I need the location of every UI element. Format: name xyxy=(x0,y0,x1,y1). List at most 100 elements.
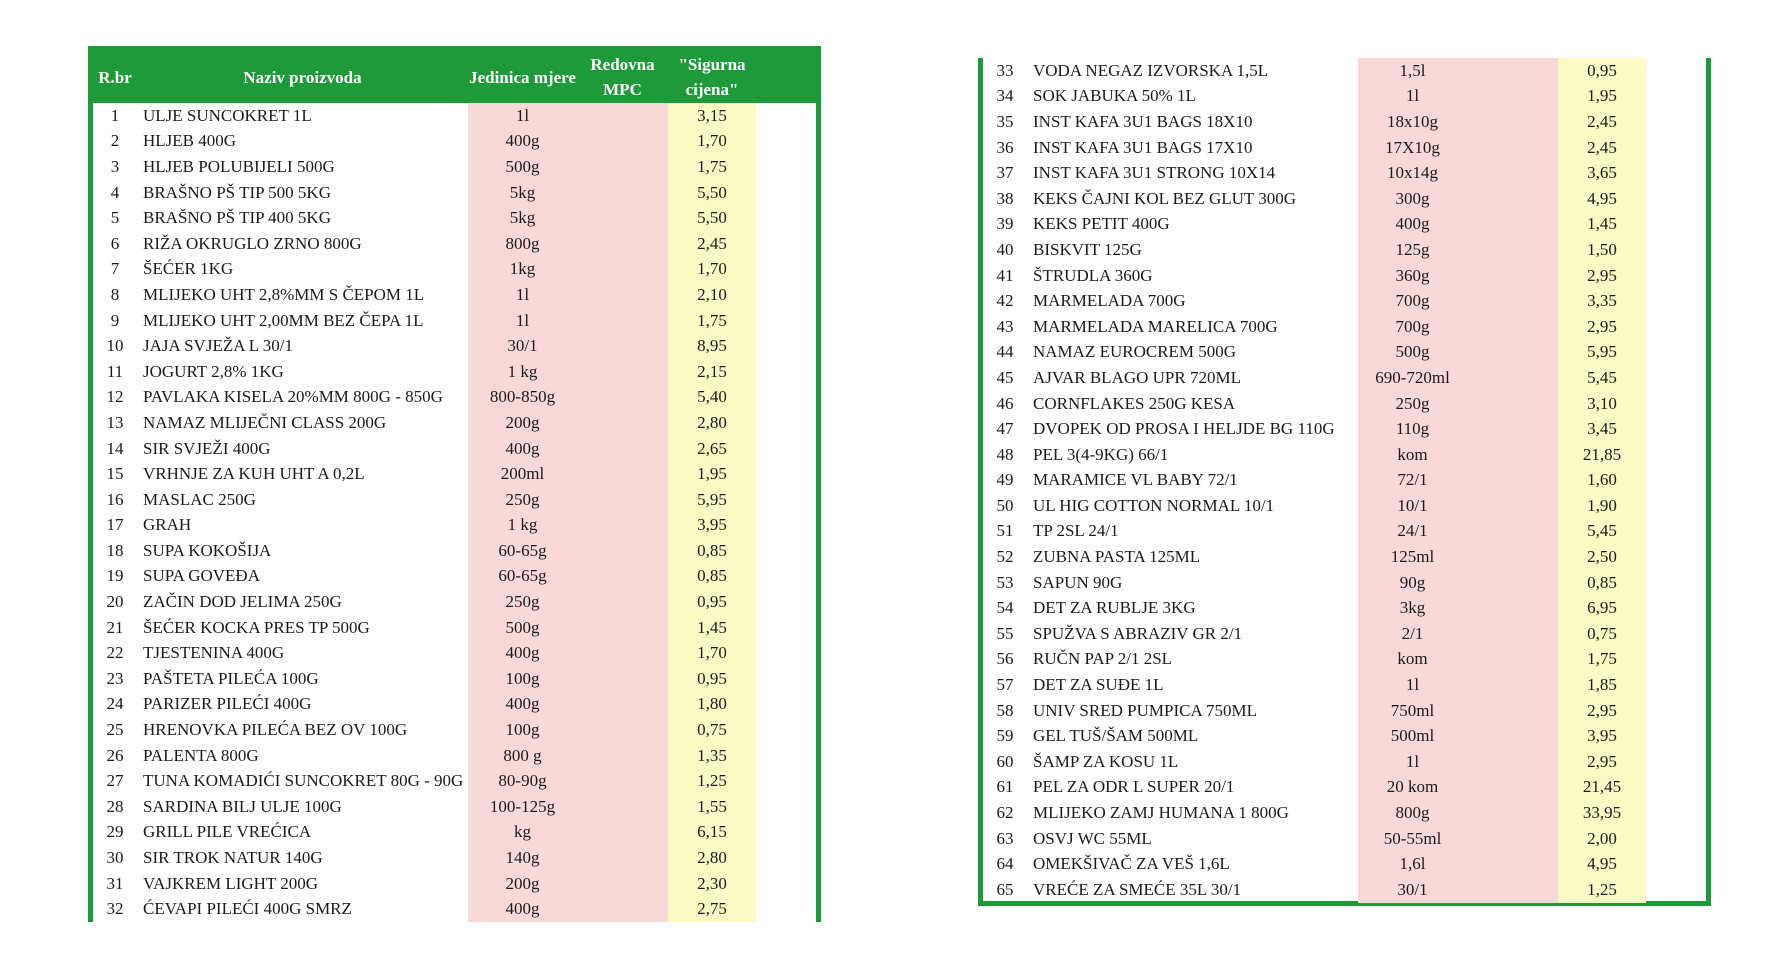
row-number: 37 xyxy=(996,163,1014,183)
unit-of-measure: 24/1 xyxy=(1358,518,1467,545)
regular-mpc xyxy=(577,563,668,590)
table-row: 3 HLJEB POLUBIJELI 500G 500g 1,75 xyxy=(93,154,816,180)
safe-price: 2,00 xyxy=(1558,825,1646,852)
safe-price: 2,15 xyxy=(668,358,756,385)
regular-mpc xyxy=(1467,672,1558,698)
regular-mpc xyxy=(577,358,668,385)
regular-mpc xyxy=(577,486,668,513)
row-number: 65 xyxy=(996,879,1014,899)
product-name: RIŽA OKRUGLO ZRNO 800G xyxy=(143,233,362,253)
table-row: 19 SUPA GOVEĐA 60-65g 0,85 xyxy=(93,563,816,590)
unit-of-measure: 1,6l xyxy=(1358,851,1467,877)
safe-price: 0,95 xyxy=(668,666,756,692)
safe-price: 1,25 xyxy=(1558,877,1646,903)
safe-price: 2,95 xyxy=(1558,749,1646,775)
regular-mpc xyxy=(1467,134,1558,161)
product-name: MASLAC 250G xyxy=(143,489,256,509)
row-number: 24 xyxy=(106,694,124,714)
table-row: 28 SARDINA BILJ ULJE 100G 100-125g 1,55 xyxy=(93,794,816,820)
safe-price: 4,95 xyxy=(1558,851,1646,877)
table-row: 10 JAJA SVJEŽA L 30/1 30/1 8,95 xyxy=(93,333,816,359)
unit-of-measure: 500g xyxy=(468,614,577,641)
product-name: PEL ZA ODR L SUPER 20/1 xyxy=(1033,777,1235,797)
table-header: R.br Naziv proizvoda Jedinica mjere Redo… xyxy=(93,51,816,103)
safe-price: 1,95 xyxy=(668,461,756,487)
table-row: 54 DET ZA RUBLJE 3KG 3kg 6,95 xyxy=(983,595,1706,622)
regular-mpc xyxy=(577,870,668,897)
row-number: 59 xyxy=(996,726,1014,746)
unit-of-measure: 50-55ml xyxy=(1358,825,1467,852)
safe-price: 1,55 xyxy=(668,794,756,820)
row-number: 12 xyxy=(106,387,124,407)
row-number: 19 xyxy=(106,566,124,586)
product-name: SUPA KOKOŠIJA xyxy=(143,540,272,560)
product-name: PAŠTETA PILEĆA 100G xyxy=(143,668,319,688)
unit-of-measure: 800 g xyxy=(468,742,577,769)
regular-mpc xyxy=(577,282,668,308)
table-row: 39 KEKS PETIT 400G 400g 1,45 xyxy=(983,211,1706,238)
row-number: 23 xyxy=(106,668,124,688)
safe-price: 5,95 xyxy=(1558,339,1646,366)
unit-of-measure: 110g xyxy=(1358,416,1467,442)
regular-mpc xyxy=(1467,211,1558,238)
table-row: 2 HLJEB 400G 400g 1,70 xyxy=(93,128,816,155)
table-row: 25 HRENOVKA PILEĆA BEZ OV 100G 100g 0,75 xyxy=(93,717,816,743)
safe-price: 2,95 xyxy=(1558,697,1646,724)
row-number: 54 xyxy=(996,598,1014,618)
row-number: 51 xyxy=(996,521,1014,541)
unit-of-measure: 3kg xyxy=(1358,595,1467,622)
table-row: 17 GRAH 1 kg 3,95 xyxy=(93,512,816,539)
unit-of-measure: 1 kg xyxy=(468,512,577,539)
table-row: 59 GEL TUŠ/ŠAM 500ML 500ml 3,95 xyxy=(983,723,1706,750)
table-row: 16 MASLAC 250G 250g 5,95 xyxy=(93,486,816,513)
table-row: 51 TP 2SL 24/1 24/1 5,45 xyxy=(983,518,1706,545)
safe-price: 3,95 xyxy=(668,512,756,539)
safe-price: 2,95 xyxy=(1558,313,1646,340)
safe-price: 3,10 xyxy=(1558,390,1646,417)
regular-mpc xyxy=(1467,467,1558,494)
unit-of-measure: 300g xyxy=(1358,185,1467,212)
table-row: 21 ŠEĆER KOCKA PRES TP 500G 500g 1,45 xyxy=(93,614,816,641)
safe-price: 2,45 xyxy=(1558,109,1646,135)
regular-mpc xyxy=(1467,544,1558,570)
regular-mpc xyxy=(1467,160,1558,186)
table-row: 65 VREĆE ZA SMEĆE 35L 30/1 30/1 1,25 xyxy=(983,877,1706,903)
product-name: ŠTRUDLA 360G xyxy=(1033,265,1153,285)
product-name: DVOPEK OD PROSA I HELJDE BG 110G xyxy=(1033,419,1335,439)
row-number: 26 xyxy=(106,745,124,765)
table-row: 44 NAMAZ EUROCREM 500G 500g 5,95 xyxy=(983,339,1706,366)
regular-mpc xyxy=(1467,646,1558,673)
regular-mpc xyxy=(1467,109,1558,135)
safe-price: 1,45 xyxy=(1558,211,1646,238)
product-name: SARDINA BILJ ULJE 100G xyxy=(143,796,342,816)
unit-of-measure: 250g xyxy=(468,486,577,513)
product-name: VODA NEGAZ IZVORSKA 1,5L xyxy=(1033,60,1269,80)
safe-price: 4,95 xyxy=(1558,185,1646,212)
row-number: 57 xyxy=(996,675,1014,695)
safe-price: 1,75 xyxy=(668,154,756,180)
row-number: 14 xyxy=(106,438,124,458)
unit-of-measure: 5kg xyxy=(468,179,577,206)
safe-price: 2,65 xyxy=(668,435,756,462)
regular-mpc xyxy=(1467,390,1558,417)
regular-mpc xyxy=(577,742,668,769)
safe-price: 5,45 xyxy=(1558,365,1646,391)
unit-of-measure: 17X10g xyxy=(1358,134,1467,161)
product-name: UL HIG COTTON NORMAL 10/1 xyxy=(1033,495,1275,515)
table-row: 56 RUČN PAP 2/1 2SL kom 1,75 xyxy=(983,646,1706,673)
safe-price: 5,50 xyxy=(668,205,756,231)
safe-price: 1,85 xyxy=(1558,672,1646,698)
row-number: 25 xyxy=(106,720,124,740)
product-name: JOGURT 2,8% 1KG xyxy=(143,361,284,381)
row-number: 36 xyxy=(996,137,1014,157)
row-number: 29 xyxy=(106,822,124,842)
unit-of-measure: 400g xyxy=(468,435,577,462)
table-row: 9 MLIJEKO UHT 2,00MM BEZ ČEPA 1L 1l 1,75 xyxy=(93,307,816,334)
safe-price: 33,95 xyxy=(1558,800,1646,826)
row-number: 47 xyxy=(996,419,1014,439)
product-name: PALENTA 800G xyxy=(143,745,259,765)
product-name: VAJKREM LIGHT 200G xyxy=(143,873,319,893)
table-row: 22 TJESTENINA 400G 400g 1,70 xyxy=(93,640,816,667)
row-number: 8 xyxy=(110,284,120,304)
safe-price: 5,50 xyxy=(668,179,756,206)
